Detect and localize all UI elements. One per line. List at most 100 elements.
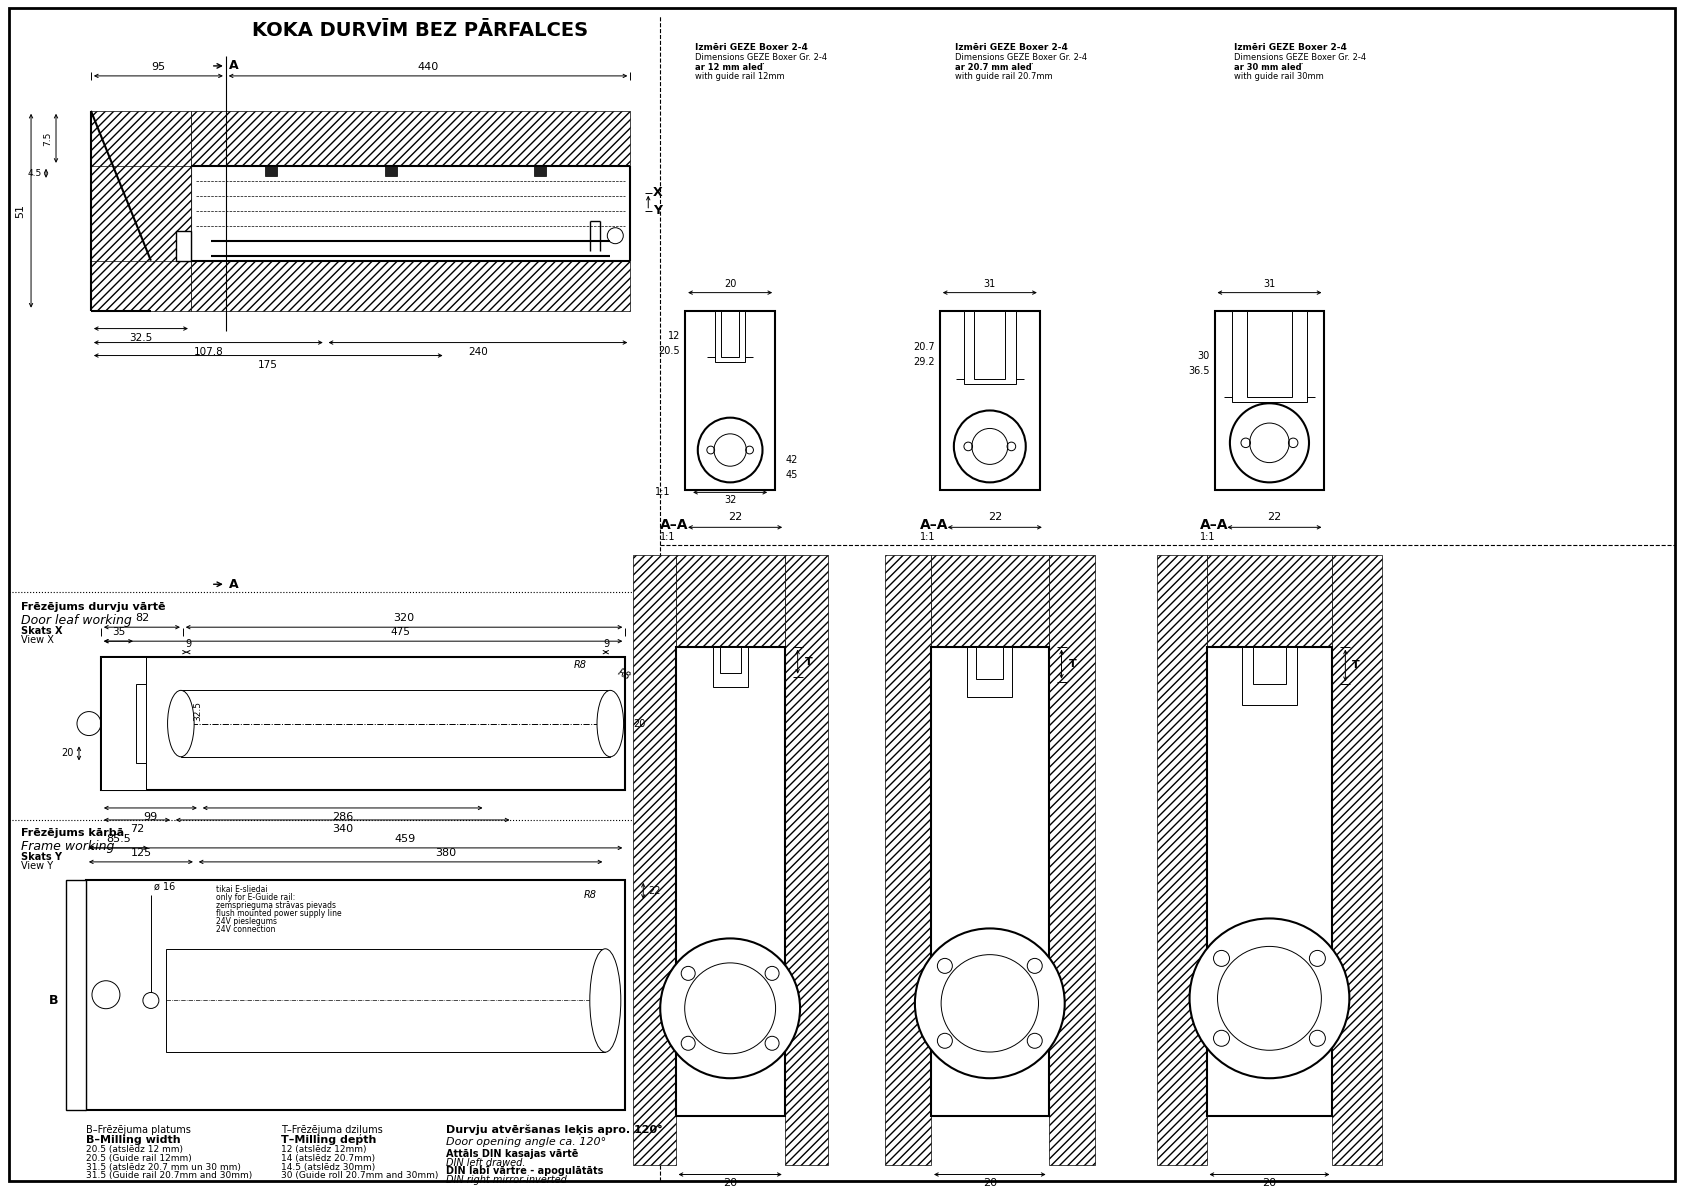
Text: 32: 32 xyxy=(724,495,736,505)
Bar xyxy=(175,231,190,261)
Bar xyxy=(1253,647,1287,685)
Bar xyxy=(66,880,86,1110)
Text: with guide rail 30mm: with guide rail 30mm xyxy=(1234,71,1324,81)
Text: Dimensions GEZE Boxer Gr. 2-4: Dimensions GEZE Boxer Gr. 2-4 xyxy=(1234,52,1367,62)
Text: 1:1: 1:1 xyxy=(655,487,670,498)
Text: 30 (Guide roll 20.7mm and 30mm): 30 (Guide roll 20.7mm and 30mm) xyxy=(281,1172,438,1180)
Text: View Y: View Y xyxy=(22,861,54,871)
Bar xyxy=(1233,311,1307,401)
Bar xyxy=(712,647,748,687)
Text: 51: 51 xyxy=(15,204,25,218)
Bar xyxy=(264,166,276,176)
Ellipse shape xyxy=(589,949,621,1052)
Text: B–Frēzējuma platums: B–Frēzējuma platums xyxy=(86,1124,190,1135)
Circle shape xyxy=(1229,404,1308,482)
Text: 240: 240 xyxy=(468,347,488,356)
Bar xyxy=(1049,555,1095,1165)
Bar xyxy=(190,261,630,311)
Text: 107.8: 107.8 xyxy=(194,347,224,356)
Bar xyxy=(721,311,739,357)
Text: with guide rail 20.7mm: with guide rail 20.7mm xyxy=(955,71,1052,81)
Text: Izmēri GEZE Boxer 2-4: Izmēri GEZE Boxer 2-4 xyxy=(1234,43,1347,52)
Text: 30: 30 xyxy=(1197,351,1209,361)
Text: R8: R8 xyxy=(615,667,632,682)
Circle shape xyxy=(660,939,800,1078)
Text: KOKA DURVĪM BEZ PĀRFALCES: KOKA DURVĪM BEZ PĀRFALCES xyxy=(253,21,589,40)
Bar xyxy=(975,311,1005,379)
Text: 20: 20 xyxy=(724,279,736,288)
Bar xyxy=(675,555,785,647)
Text: R8: R8 xyxy=(574,660,586,671)
Bar xyxy=(190,166,630,261)
Bar xyxy=(136,684,147,763)
Bar xyxy=(1214,311,1324,491)
Bar xyxy=(719,647,741,673)
Text: 9: 9 xyxy=(185,640,192,649)
Text: Frēzējums durvju vārtē: Frēzējums durvju vārtē xyxy=(22,603,165,612)
Text: Door opening angle ca. 120°: Door opening angle ca. 120° xyxy=(446,1136,606,1147)
Text: 20: 20 xyxy=(722,1178,738,1189)
Text: T: T xyxy=(805,656,812,667)
Text: 31.5 (atslēdz 20.7 mm un 30 mm): 31.5 (atslēdz 20.7 mm un 30 mm) xyxy=(86,1162,241,1172)
Bar xyxy=(886,555,931,1165)
Ellipse shape xyxy=(598,691,623,756)
Text: 1:1: 1:1 xyxy=(1199,532,1216,542)
Text: 12: 12 xyxy=(669,331,680,341)
Text: 20: 20 xyxy=(62,748,74,759)
Text: only for E-Guide rail:: only for E-Guide rail: xyxy=(216,893,295,902)
Text: 14.5 (atslēdz 30mm): 14.5 (atslēdz 30mm) xyxy=(281,1162,376,1172)
Text: tikai E-sliedai: tikai E-sliedai xyxy=(216,885,268,894)
Text: 85.5: 85.5 xyxy=(106,834,131,844)
Text: 1:1: 1:1 xyxy=(660,532,675,542)
Text: 286: 286 xyxy=(332,812,354,822)
Bar xyxy=(963,311,1015,384)
Text: 29.2: 29.2 xyxy=(913,357,935,367)
Text: 82: 82 xyxy=(135,613,148,623)
Text: Door leaf working: Door leaf working xyxy=(22,615,131,628)
Text: 22: 22 xyxy=(1268,512,1282,523)
Text: Skats Y: Skats Y xyxy=(22,852,62,862)
Text: 7.5: 7.5 xyxy=(44,131,52,145)
Text: 4.5: 4.5 xyxy=(27,169,42,177)
Text: ar 12 mm aleď: ar 12 mm aleď xyxy=(695,63,763,71)
Text: 175: 175 xyxy=(258,360,278,369)
Text: 459: 459 xyxy=(396,834,416,844)
Bar xyxy=(785,555,827,1165)
Bar xyxy=(180,691,610,756)
Text: 9: 9 xyxy=(603,640,610,649)
Text: 20: 20 xyxy=(633,718,645,729)
Text: A–A: A–A xyxy=(660,518,689,532)
Text: 14 (atslēdz 20.7mm): 14 (atslēdz 20.7mm) xyxy=(281,1154,376,1162)
Text: B: B xyxy=(49,994,57,1006)
Bar xyxy=(931,647,1049,1116)
Text: R8: R8 xyxy=(584,890,596,900)
Bar xyxy=(1206,647,1332,1116)
Circle shape xyxy=(1189,918,1349,1078)
Text: DIN labī vārtre - apogulātāts: DIN labī vārtre - apogulātāts xyxy=(446,1166,603,1177)
Text: 32.5: 32.5 xyxy=(130,332,153,343)
Text: 99: 99 xyxy=(143,812,158,822)
Text: 20.5: 20.5 xyxy=(658,347,680,356)
Bar xyxy=(1246,311,1292,397)
Bar xyxy=(1157,555,1206,1165)
Text: 22: 22 xyxy=(989,512,1002,523)
Bar xyxy=(91,166,190,261)
Bar xyxy=(633,555,675,1165)
Text: flush mounted power supply line: flush mounted power supply line xyxy=(216,909,342,918)
Text: X: X xyxy=(653,186,663,199)
Bar xyxy=(101,657,147,790)
Bar xyxy=(165,949,605,1052)
Bar xyxy=(685,311,775,491)
Text: Dimensions GEZE Boxer Gr. 2-4: Dimensions GEZE Boxer Gr. 2-4 xyxy=(695,52,827,62)
Bar xyxy=(1332,555,1383,1165)
Text: A: A xyxy=(229,578,239,591)
Ellipse shape xyxy=(168,691,194,756)
Text: A–A: A–A xyxy=(919,518,948,532)
Text: ø 16: ø 16 xyxy=(153,881,175,892)
Text: 31.5 (Guide rail 20.7mm and 30mm): 31.5 (Guide rail 20.7mm and 30mm) xyxy=(86,1172,253,1180)
Text: 340: 340 xyxy=(332,824,354,834)
Text: 32.5: 32.5 xyxy=(194,700,202,721)
Bar xyxy=(101,657,625,790)
Bar xyxy=(977,647,1004,679)
Text: 475: 475 xyxy=(391,628,411,637)
